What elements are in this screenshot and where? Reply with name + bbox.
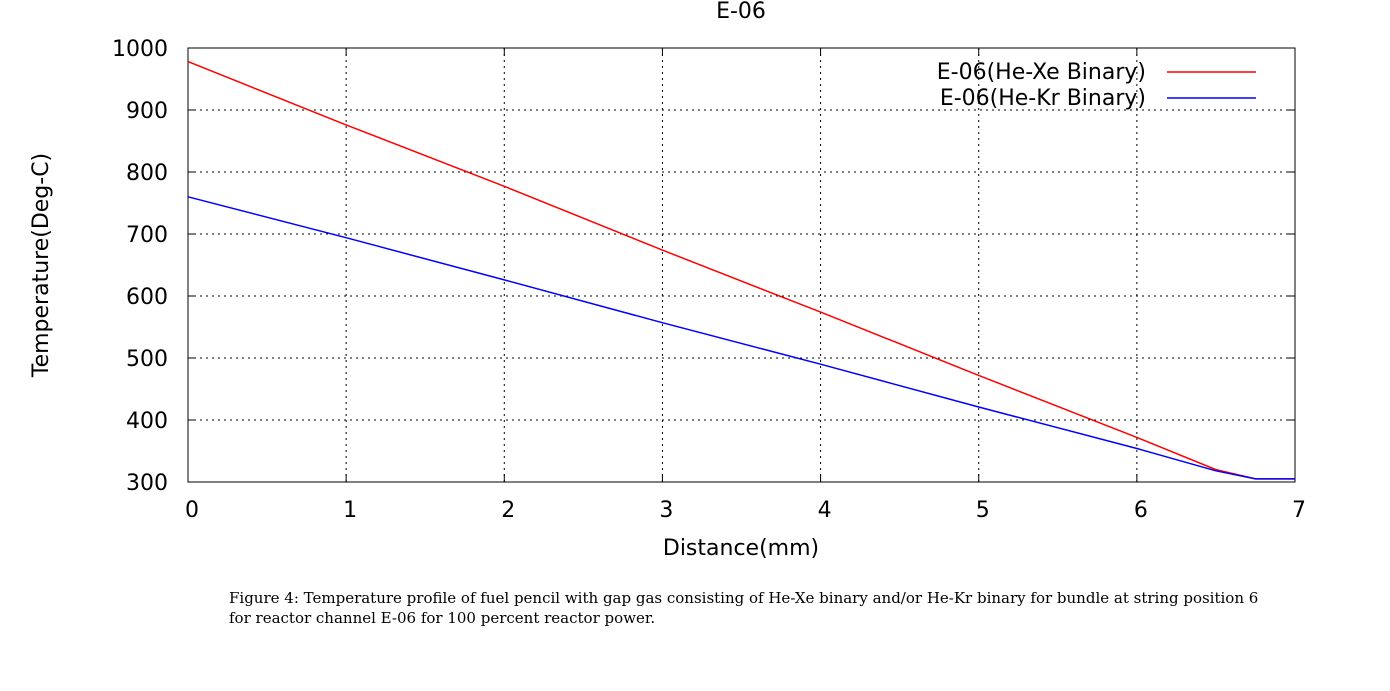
x-tick-label: 2 <box>501 498 515 523</box>
x-tick-label: 0 <box>185 498 199 523</box>
x-axis-label: Distance(mm) <box>663 536 819 561</box>
y-tick-label: 500 <box>126 347 168 372</box>
y-tick-label: 1000 <box>112 37 168 62</box>
y-tick-label: 600 <box>126 285 168 310</box>
plot-frame <box>187 47 1296 483</box>
x-tick-label: 3 <box>659 498 673 523</box>
x-tick-label: 1 <box>343 498 357 523</box>
y-tick-label: 300 <box>126 471 168 496</box>
x-tick-label: 5 <box>976 498 990 523</box>
series-lines <box>187 60 1295 480</box>
y-tick-label: 700 <box>126 223 168 248</box>
x-tick-label: 7 <box>1292 498 1306 523</box>
temperature-chart: E-06 0 1 2 3 4 5 6 7 300 400 500 600 700 800 900 1000 E… <box>29 0 1306 561</box>
chart-title: E-06 <box>716 0 766 24</box>
grid <box>188 48 1295 482</box>
y-tick-label: 800 <box>126 161 168 186</box>
legend-label: E-06(He-Xe Binary) <box>937 60 1146 85</box>
legend-label: E-06(He-Kr Binary) <box>940 86 1146 111</box>
x-tick-label: 6 <box>1134 498 1148 523</box>
series-line-2 <box>187 196 1295 480</box>
y-axis-label: Temperature(Deg-C) <box>29 153 54 378</box>
axis-ticks: 0 1 2 3 4 5 6 7 300 400 500 600 700 800 900 1000 <box>112 37 1306 523</box>
y-tick-label: 400 <box>126 409 168 434</box>
series-line-1 <box>187 60 1295 480</box>
figure-caption: Figure 4: Temperature profile of fuel pe… <box>229 589 1259 627</box>
x-tick-label: 4 <box>818 498 832 523</box>
y-tick-label: 900 <box>126 99 168 124</box>
legend: E-06(He-Xe Binary)E-06(He-Kr Binary) <box>937 60 1256 111</box>
